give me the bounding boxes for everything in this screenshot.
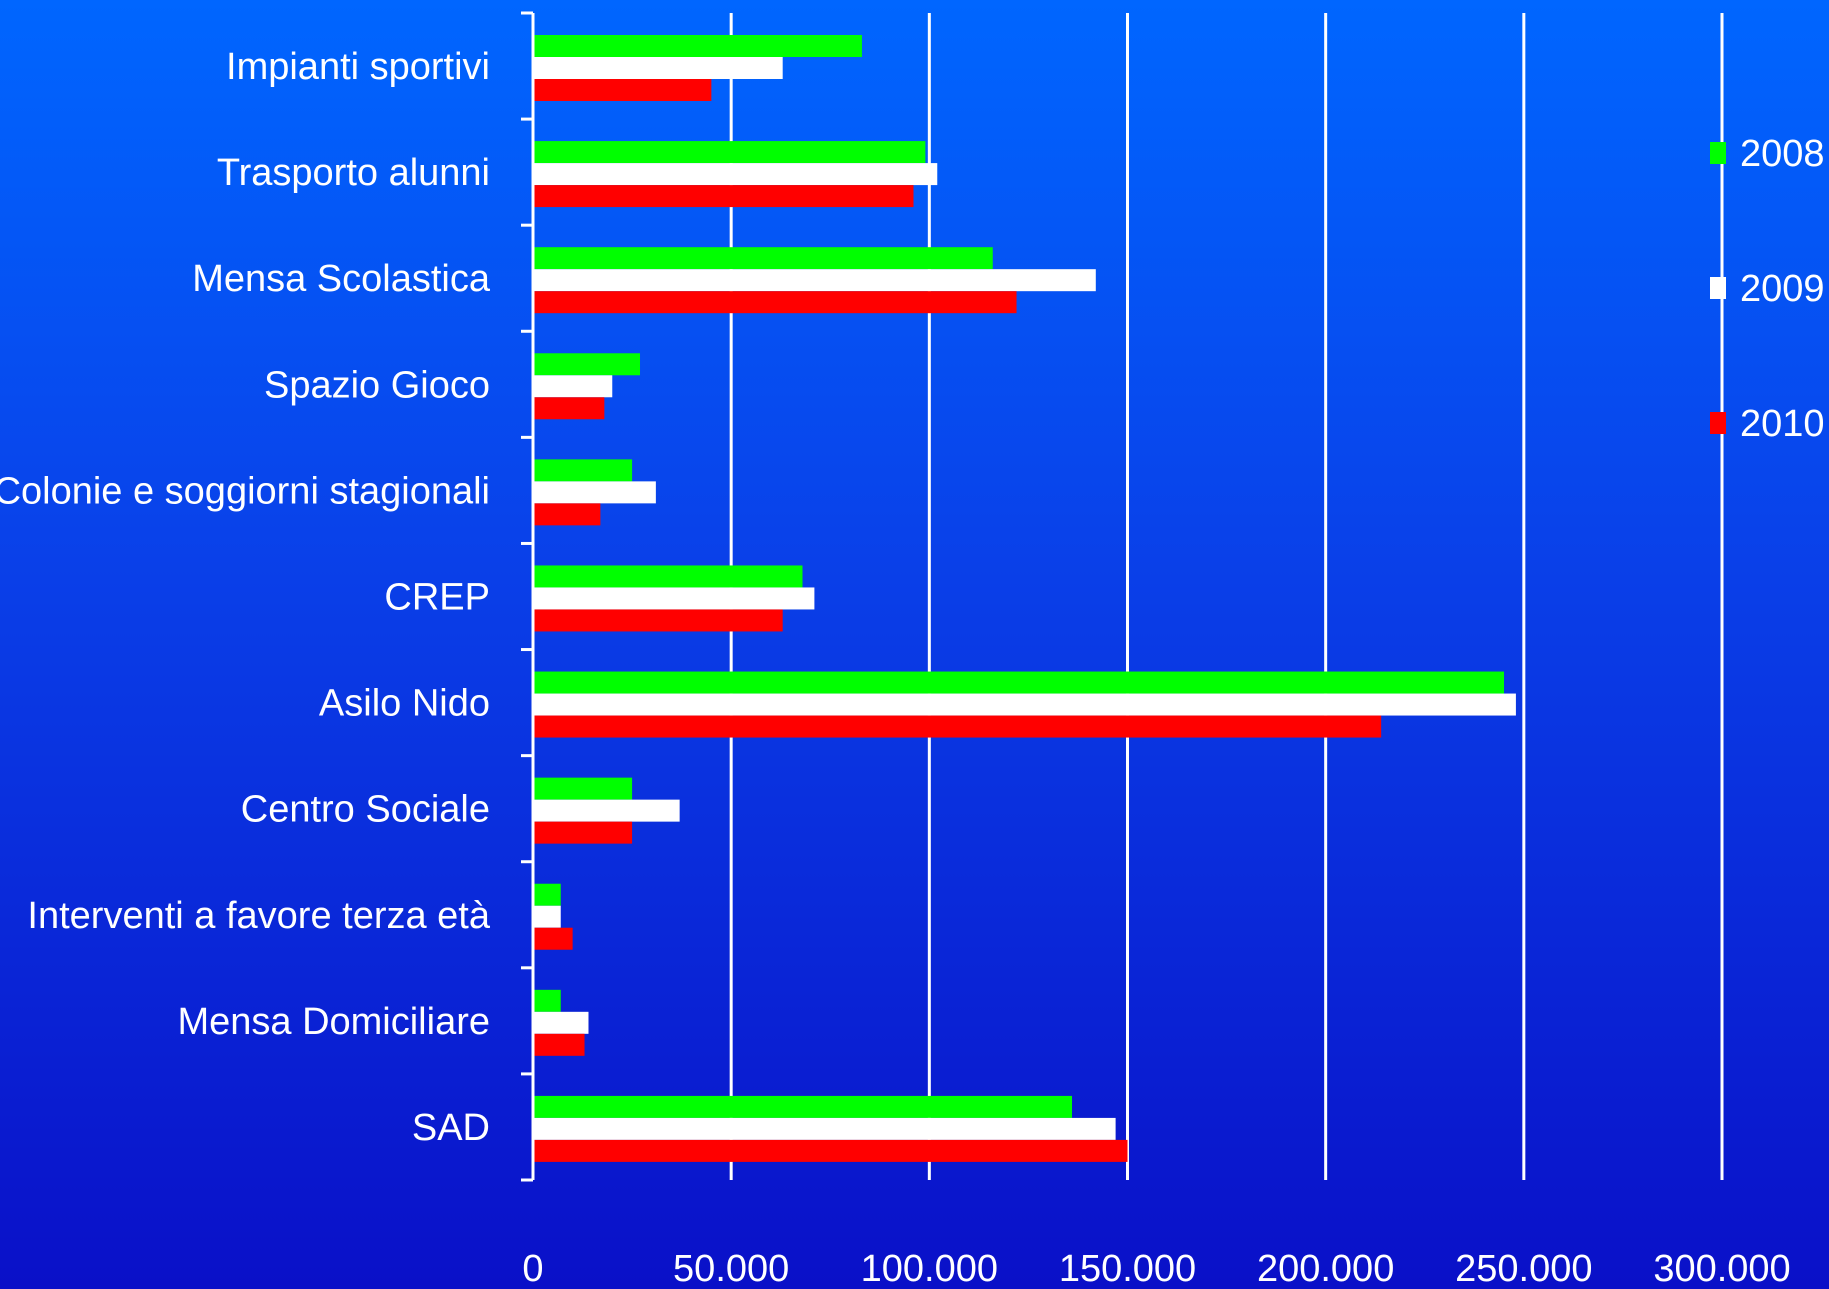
bar-2008 (533, 671, 1505, 694)
bar-2009 (533, 163, 938, 186)
bar-2010 (533, 503, 601, 526)
bar-2010 (533, 927, 573, 950)
bar-2010 (533, 609, 783, 632)
bar-2009 (533, 1011, 589, 1034)
bar-2009 (533, 905, 561, 928)
bar-2009 (533, 1117, 1116, 1140)
bar-2008 (533, 353, 641, 376)
x-tick-label: 300.000 (1653, 1248, 1790, 1289)
bar-2009 (533, 375, 613, 398)
bar-2008 (533, 989, 561, 1012)
bar-2009 (533, 799, 680, 822)
x-tick-label: 200.000 (1257, 1248, 1394, 1289)
bar-2010 (533, 185, 914, 208)
bar-2010 (533, 715, 1382, 738)
bar-2009 (533, 57, 783, 79)
x-tick-label: 250.000 (1455, 1248, 1592, 1289)
legend-label-2009: 2009 (1740, 268, 1825, 310)
legend-swatch-2008 (1710, 142, 1726, 164)
bar-2008 (533, 883, 561, 906)
bar-2009 (533, 269, 1096, 292)
bar-2008 (533, 459, 633, 482)
category-label: Centro Sociale (241, 789, 490, 831)
bar-2010 (533, 291, 1017, 314)
bar-2010 (533, 79, 712, 101)
category-label: Colonie e soggiorni stagionali (0, 470, 490, 512)
category-label: CREP (384, 577, 490, 619)
legend-swatch-2009 (1710, 277, 1726, 299)
category-label: Mensa Domiciliare (177, 1001, 490, 1043)
bar-2010 (533, 821, 633, 844)
bar-2009 (533, 481, 656, 504)
category-label: Impianti sportivi (226, 46, 490, 88)
bar-2008 (533, 777, 633, 800)
bar-2010 (533, 397, 605, 420)
legend-swatch-2010 (1710, 412, 1726, 434)
bar-2008 (533, 1095, 1073, 1118)
x-tick-label: 50.000 (673, 1248, 789, 1289)
bar-2009 (533, 693, 1516, 716)
category-label: SAD (412, 1107, 490, 1149)
bar-2009 (533, 587, 815, 610)
category-label: Mensa Scolastica (192, 258, 491, 300)
bar-2008 (533, 141, 926, 164)
category-label: Spazio Gioco (264, 364, 490, 406)
bar-2008 (533, 565, 803, 588)
bar-2010 (533, 1139, 1128, 1162)
bar-2008 (533, 35, 862, 57)
x-tick-label: 100.000 (861, 1248, 998, 1289)
legend-label-2008: 2008 (1740, 133, 1825, 175)
category-label: Asilo Nido (319, 683, 490, 725)
bar-2008 (533, 247, 993, 270)
category-label: Interventi a favore terza età (27, 895, 490, 937)
bar-2010 (533, 1033, 585, 1056)
category-label: Trasporto alunni (217, 152, 490, 194)
legend-label-2010: 2010 (1740, 403, 1825, 445)
x-tick-label: 150.000 (1059, 1248, 1196, 1289)
x-tick-label: 0 (522, 1248, 543, 1289)
